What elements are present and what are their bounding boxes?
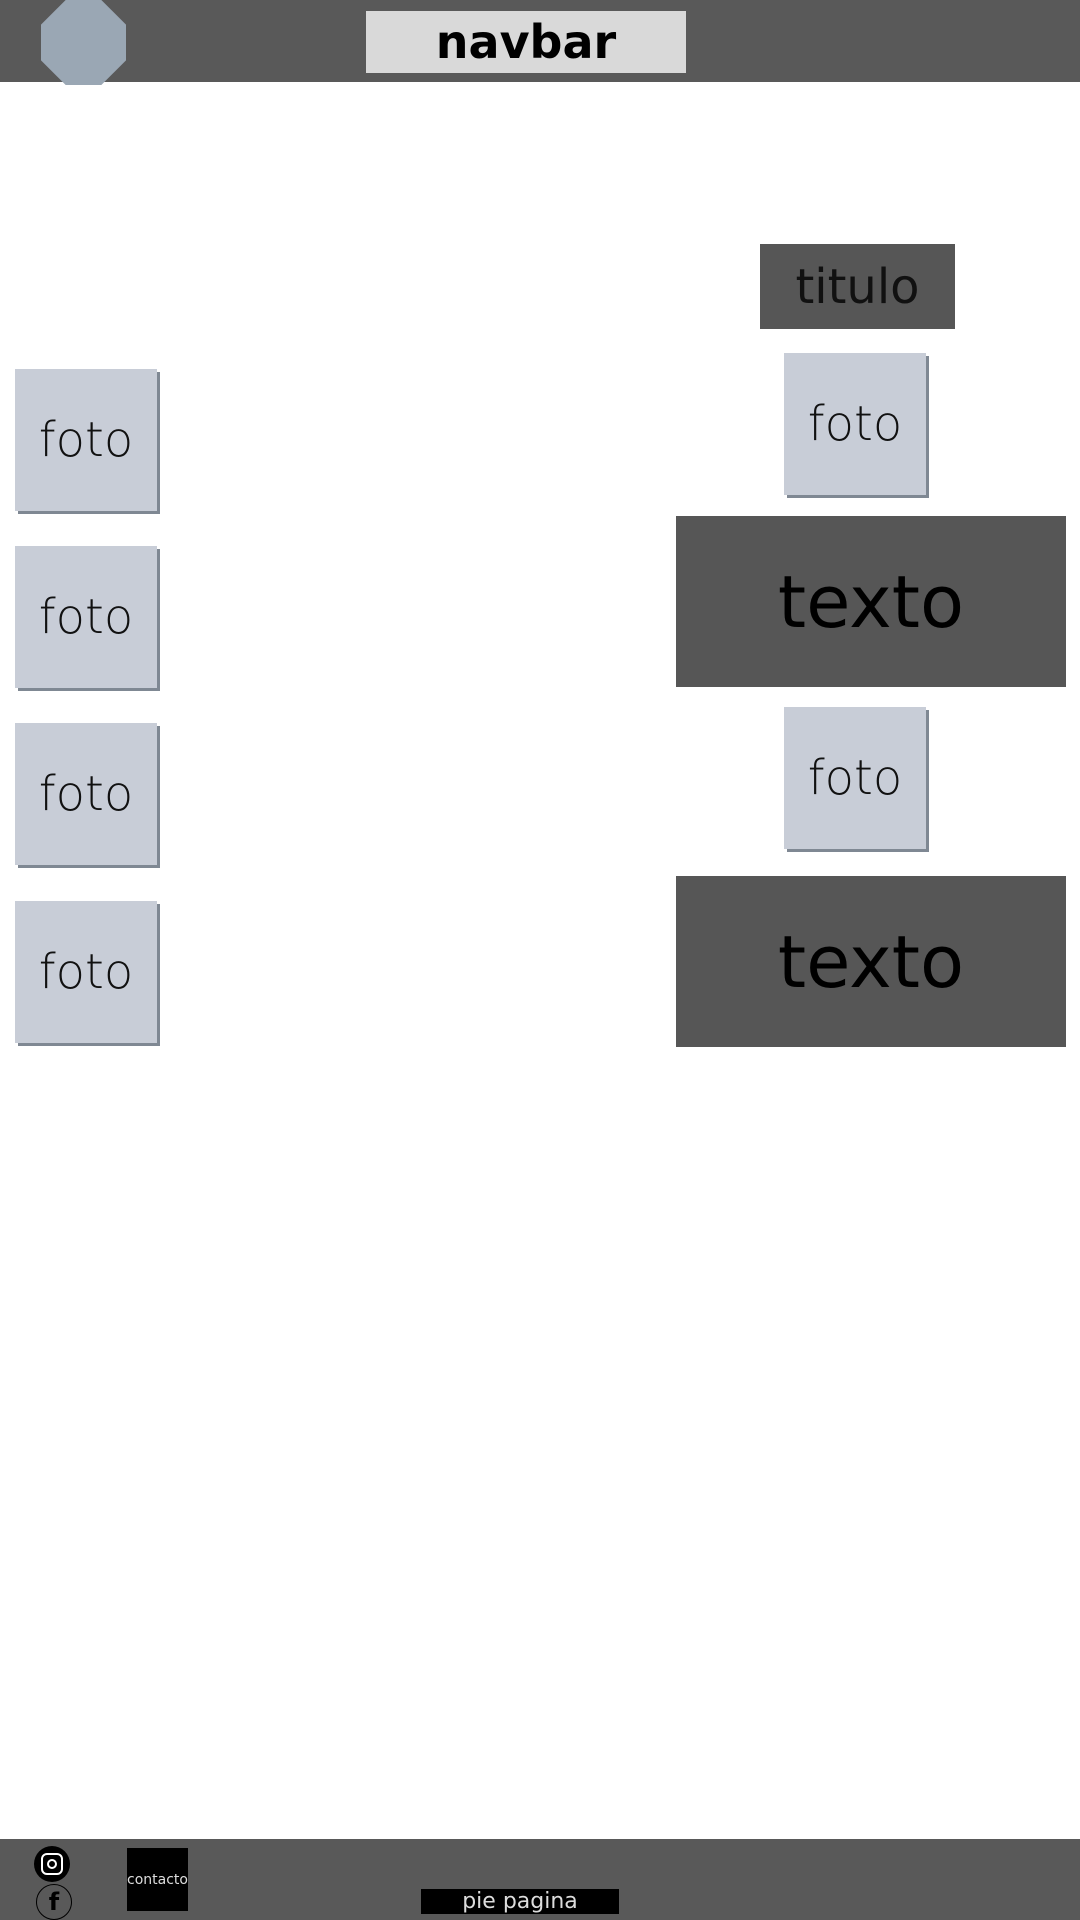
contact-button[interactable]: contacto bbox=[127, 1848, 188, 1911]
left-photo-2[interactable]: foto bbox=[15, 546, 157, 688]
octagon-logo-icon[interactable] bbox=[41, 0, 126, 85]
instagram-icon-frame bbox=[41, 1853, 63, 1875]
facebook-icon[interactable]: f bbox=[36, 1884, 72, 1920]
section-title: titulo bbox=[760, 244, 955, 329]
left-photo-4[interactable]: foto bbox=[15, 901, 157, 1043]
instagram-icon-lens bbox=[47, 1859, 57, 1869]
text-block-2: texto bbox=[676, 876, 1066, 1047]
right-photo-2[interactable]: foto bbox=[784, 707, 926, 849]
navbar-title[interactable]: navbar bbox=[366, 11, 686, 73]
instagram-icon[interactable] bbox=[34, 1846, 70, 1882]
facebook-icon-glyph: f bbox=[48, 1888, 60, 1916]
right-photo-1[interactable]: foto bbox=[784, 353, 926, 495]
left-photo-1[interactable]: foto bbox=[15, 369, 157, 511]
footer-label: pie pagina bbox=[421, 1889, 619, 1914]
text-block-1: texto bbox=[676, 516, 1066, 687]
left-photo-3[interactable]: foto bbox=[15, 723, 157, 865]
navbar: navbar bbox=[0, 0, 1080, 85]
